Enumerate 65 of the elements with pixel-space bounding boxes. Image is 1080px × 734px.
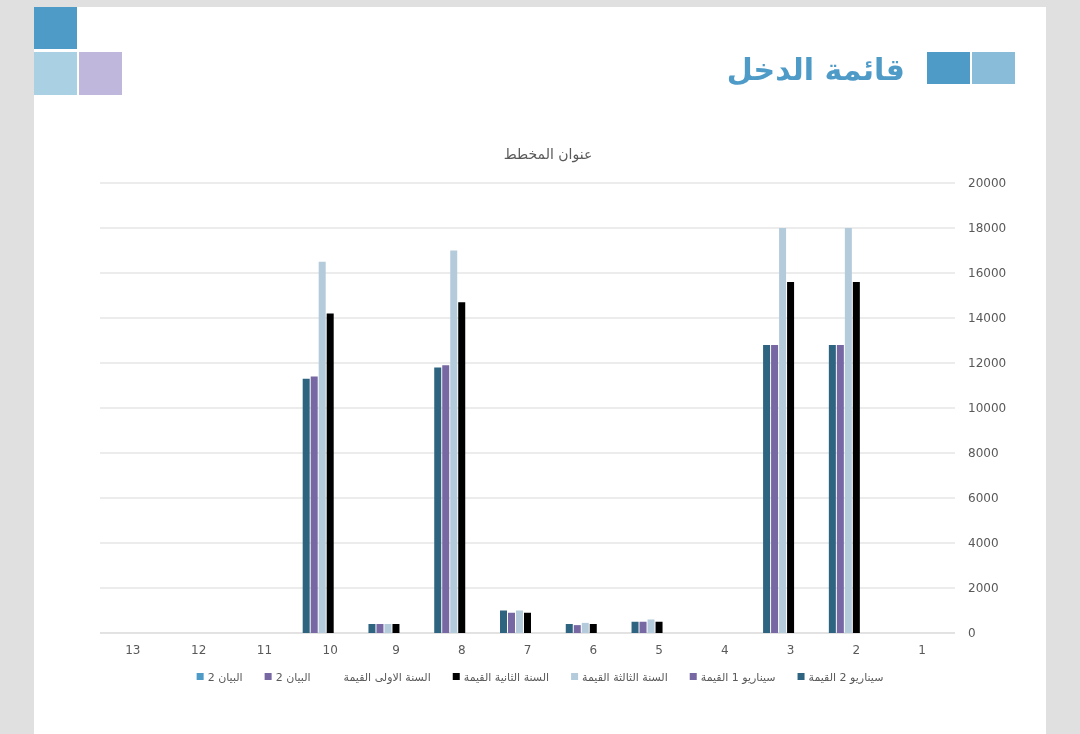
y-tick-label: 14000 (968, 311, 1007, 325)
x-tick-label: 10 (322, 643, 338, 657)
y-tick-label: 0 (968, 626, 976, 640)
legend-label: السنة الثالثة القيمة (582, 671, 668, 684)
bar (516, 610, 523, 633)
x-tick-label: 12 (191, 643, 207, 657)
y-tick-label: 12000 (968, 356, 1007, 370)
bar (836, 345, 844, 633)
legend-label: سيناريو 2 القيمة (808, 671, 884, 684)
bar (647, 619, 655, 633)
bar (450, 250, 458, 633)
bar (779, 228, 787, 633)
bar (376, 624, 384, 633)
bar (565, 624, 573, 633)
bar (442, 365, 450, 633)
x-tick-label: 3 (786, 643, 795, 657)
bar (318, 261, 326, 633)
y-tick-label: 2000 (968, 581, 999, 595)
bar (302, 378, 310, 633)
text: السنة الاولى القيمة (343, 671, 431, 684)
bar (392, 624, 400, 633)
bar (326, 313, 334, 633)
legend-label: 2 البيان (275, 671, 311, 684)
bar (434, 367, 442, 633)
x-tick-label: 11 (256, 643, 273, 657)
x-tick-label: 2 (852, 643, 861, 657)
bar (589, 624, 597, 633)
bar (500, 610, 507, 633)
y-tick-label: 8000 (968, 446, 999, 460)
y-tick-label: 20000 (968, 176, 1007, 190)
legend-label: 2 البيان (207, 671, 243, 684)
bar (524, 612, 531, 633)
y-tick-label: 6000 (968, 491, 999, 505)
x-tick-label: 4 (720, 643, 729, 657)
bar (787, 282, 795, 633)
bar (384, 624, 392, 633)
x-tick-label: 8 (457, 643, 466, 657)
bar (828, 345, 836, 633)
y-tick-label: 10000 (968, 401, 1007, 415)
bar (763, 345, 771, 633)
bar (639, 621, 647, 633)
y-tick-label: 4000 (968, 536, 999, 550)
bar (655, 621, 663, 633)
legend-label: السنة الثانية القيمة (463, 671, 550, 684)
x-tick-label: 1 (918, 643, 926, 657)
legend-label: سيناريو 1 القيمة (700, 671, 776, 684)
y-tick-label: 16000 (968, 266, 1007, 280)
bar (573, 625, 581, 633)
y-tick-label: 18000 (968, 221, 1007, 235)
bar (508, 612, 515, 633)
bar (844, 228, 852, 633)
bar (368, 624, 376, 633)
x-tick-label: 9 (392, 643, 400, 657)
x-tick-label: 13 (125, 643, 141, 657)
x-tick-label: 5 (655, 643, 663, 657)
bar (771, 345, 779, 633)
title: قائمة الدخل (726, 52, 905, 87)
bar (852, 282, 860, 633)
bar (458, 302, 466, 633)
bar (631, 621, 639, 633)
bar (310, 376, 318, 633)
x-tick-label: 6 (589, 643, 598, 657)
subtitle: عنوان المخطط (503, 146, 593, 162)
bar (581, 622, 589, 633)
x-tick-label: 7 (523, 643, 532, 657)
